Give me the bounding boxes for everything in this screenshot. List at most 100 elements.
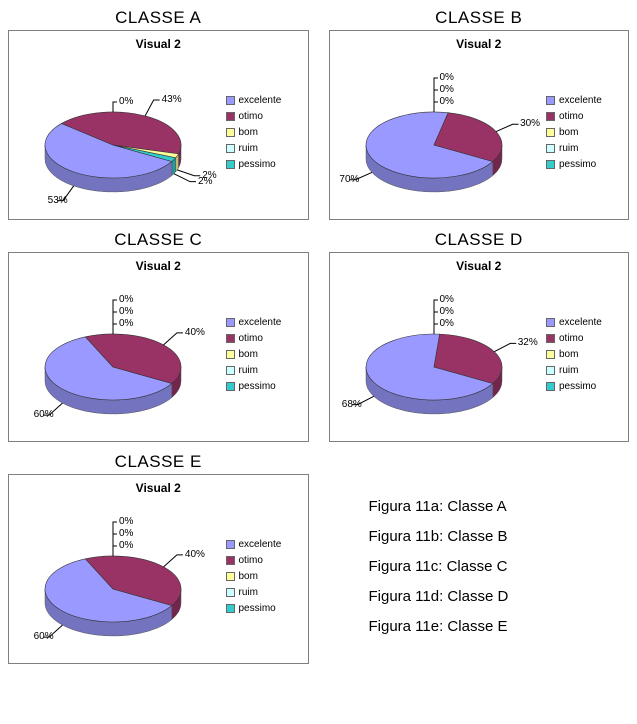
swatch-otimo bbox=[226, 334, 235, 343]
chart-title-e: Visual 2 bbox=[13, 481, 304, 495]
swatch-pessimo bbox=[226, 382, 235, 391]
swatch-pessimo bbox=[226, 160, 235, 169]
pie-label-bom: 0% bbox=[440, 72, 454, 83]
heading-classe-d: CLASSE D bbox=[329, 230, 630, 250]
legend-label-otimo: otimo bbox=[239, 553, 263, 568]
legend-label-excelente: excelente bbox=[559, 93, 602, 108]
chart-box-c: Visual 2 60%40%0%0%0% excelenteotimobomr… bbox=[8, 252, 309, 442]
legend-item-bom: bom bbox=[226, 569, 302, 584]
pie-area-e: 60%40%0%0%0% bbox=[13, 499, 226, 654]
legend-item-ruim: ruim bbox=[226, 585, 302, 600]
swatch-excelente bbox=[546, 96, 555, 105]
legend-item-excelente: excelente bbox=[226, 93, 302, 108]
swatch-pessimo bbox=[546, 160, 555, 169]
swatch-excelente bbox=[226, 540, 235, 549]
pie-label-otimo: 40% bbox=[185, 327, 205, 338]
pie-label-ruim: 0% bbox=[119, 528, 133, 539]
chart-title-d: Visual 2 bbox=[334, 259, 625, 273]
legend-label-pessimo: pessimo bbox=[559, 157, 596, 172]
legend-label-bom: bom bbox=[559, 125, 578, 140]
pie-label-pessimo: 0% bbox=[119, 540, 133, 551]
legend-label-ruim: ruim bbox=[239, 363, 258, 378]
legend-label-excelente: excelente bbox=[559, 315, 602, 330]
legend-label-bom: bom bbox=[559, 347, 578, 362]
pie-label-otimo: 30% bbox=[520, 118, 540, 129]
legend-item-ruim: ruim bbox=[226, 141, 302, 156]
legend-label-ruim: ruim bbox=[559, 141, 578, 156]
legend-item-otimo: otimo bbox=[226, 109, 302, 124]
swatch-otimo bbox=[546, 334, 555, 343]
pie-svg bbox=[334, 277, 534, 432]
swatch-otimo bbox=[226, 556, 235, 565]
legend-item-ruim: ruim bbox=[546, 363, 622, 378]
legend-item-otimo: otimo bbox=[546, 109, 622, 124]
swatch-bom bbox=[546, 128, 555, 137]
swatch-excelente bbox=[546, 318, 555, 327]
legend-label-otimo: otimo bbox=[559, 331, 583, 346]
pie-label-excelente: 60% bbox=[34, 409, 54, 420]
legend-item-ruim: ruim bbox=[546, 141, 622, 156]
swatch-ruim bbox=[226, 144, 235, 153]
legend-label-pessimo: pessimo bbox=[239, 601, 276, 616]
legend-d: excelenteotimobomruimpessimo bbox=[546, 314, 624, 395]
caption-list: Figura 11a: Classe A Figura 11b: Classe … bbox=[329, 452, 630, 664]
pie-label-ruim: 0% bbox=[440, 306, 454, 317]
pie-label-bom: 0% bbox=[119, 516, 133, 527]
chart-box-d: Visual 2 68%32%0%0%0% excelenteotimobomr… bbox=[329, 252, 630, 442]
caption-d: Figura 11d: Classe D bbox=[369, 582, 630, 612]
legend-e: excelenteotimobomruimpessimo bbox=[226, 536, 304, 617]
legend-label-excelente: excelente bbox=[239, 315, 282, 330]
legend-label-ruim: ruim bbox=[559, 363, 578, 378]
pie-label-bom: 0% bbox=[119, 294, 133, 305]
pie-svg bbox=[334, 55, 534, 210]
legend-item-excelente: excelente bbox=[546, 315, 622, 330]
legend-label-bom: bom bbox=[239, 347, 258, 362]
pie-label-otimo: 40% bbox=[185, 549, 205, 560]
swatch-excelente bbox=[226, 318, 235, 327]
heading-classe-e: CLASSE E bbox=[8, 452, 309, 472]
swatch-ruim bbox=[226, 366, 235, 375]
legend-label-bom: bom bbox=[239, 125, 258, 140]
swatch-ruim bbox=[226, 588, 235, 597]
legend-label-pessimo: pessimo bbox=[239, 157, 276, 172]
pie-label-ruim: 0% bbox=[440, 84, 454, 95]
chart-title-a: Visual 2 bbox=[13, 37, 304, 51]
pie-label-excelente: 70% bbox=[339, 174, 359, 185]
caption-b: Figura 11b: Classe B bbox=[369, 522, 630, 552]
legend-item-excelente: excelente bbox=[226, 315, 302, 330]
legend-item-excelente: excelente bbox=[546, 93, 622, 108]
swatch-ruim bbox=[546, 366, 555, 375]
legend-label-bom: bom bbox=[239, 569, 258, 584]
legend-label-otimo: otimo bbox=[239, 109, 263, 124]
swatch-bom bbox=[226, 572, 235, 581]
pie-label-pessimo: 0% bbox=[440, 318, 454, 329]
pie-area-a: 53%43%2%0%2% bbox=[13, 55, 226, 210]
swatch-otimo bbox=[226, 112, 235, 121]
swatch-bom bbox=[546, 350, 555, 359]
cell-classe-a: CLASSE A Visual 2 53%43%2%0%2% excelente… bbox=[8, 8, 309, 220]
chart-title-c: Visual 2 bbox=[13, 259, 304, 273]
legend-item-otimo: otimo bbox=[226, 553, 302, 568]
chart-title-b: Visual 2 bbox=[334, 37, 625, 51]
cell-classe-d: CLASSE D Visual 2 68%32%0%0%0% excelente… bbox=[329, 230, 630, 442]
legend-item-pessimo: pessimo bbox=[226, 379, 302, 394]
legend-label-otimo: otimo bbox=[559, 109, 583, 124]
cell-classe-e: CLASSE E Visual 2 60%40%0%0%0% excelente… bbox=[8, 452, 309, 664]
legend-label-otimo: otimo bbox=[239, 331, 263, 346]
legend-label-pessimo: pessimo bbox=[559, 379, 596, 394]
swatch-pessimo bbox=[546, 382, 555, 391]
pie-label-bom: 0% bbox=[440, 294, 454, 305]
heading-classe-c: CLASSE C bbox=[8, 230, 309, 250]
heading-classe-a: CLASSE A bbox=[8, 8, 309, 28]
heading-classe-b: CLASSE B bbox=[329, 8, 630, 28]
pie-label-otimo: 43% bbox=[162, 94, 182, 105]
swatch-otimo bbox=[546, 112, 555, 121]
legend-item-pessimo: pessimo bbox=[546, 379, 622, 394]
legend-item-bom: bom bbox=[226, 347, 302, 362]
caption-c: Figura 11c: Classe C bbox=[369, 552, 630, 582]
pie-label-excelente: 53% bbox=[48, 195, 68, 206]
legend-item-pessimo: pessimo bbox=[546, 157, 622, 172]
pie-label-pessimo: 2% bbox=[198, 176, 212, 187]
legend-item-bom: bom bbox=[546, 125, 622, 140]
legend-item-pessimo: pessimo bbox=[226, 157, 302, 172]
